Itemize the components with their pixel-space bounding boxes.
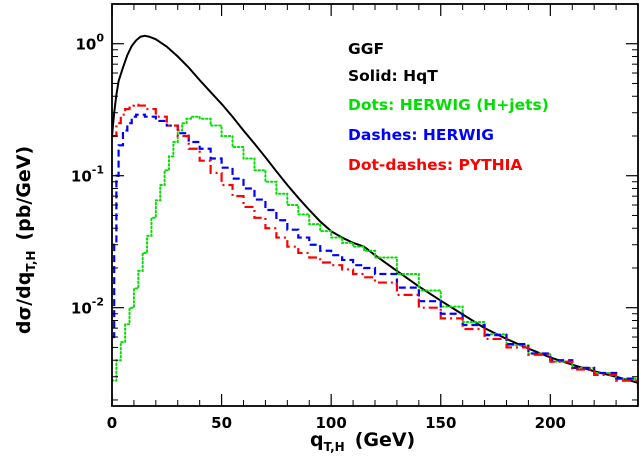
series-line-dashed	[112, 113, 638, 390]
series-line-dashdot	[112, 103, 638, 390]
legend-entry-ggf: GGF	[348, 40, 384, 58]
series-layer	[112, 34, 638, 390]
legend-entry-herwig-hjets: Dots: HERWIG (H+jets)	[348, 96, 549, 114]
series-line-dotted	[112, 115, 638, 386]
x-tick-label: 150	[425, 414, 456, 432]
y-tick-label: 100	[75, 32, 104, 54]
y-tick-label: 10-2	[71, 296, 104, 318]
y-tick-label: 10-1	[71, 164, 104, 186]
x-tick-label: 50	[211, 414, 232, 432]
x-tick-label: 100	[316, 414, 347, 432]
x-axis-label: qT,H (GeV)	[310, 429, 415, 454]
legend: GGF Solid: HqT Dots: HERWIG (H+jets) Das…	[348, 40, 549, 174]
legend-entry-herwig: Dashes: HERWIG	[348, 126, 494, 144]
legend-entry-hqt: Solid: HqT	[348, 67, 438, 85]
series-line-solid	[112, 34, 638, 384]
plot-frame	[111, 3, 639, 407]
ticks-layer: 0 50 100 150 200 100 10-1 10-2	[71, 3, 638, 432]
y-axis-label: dσ/dqT,H(pb/GeV)	[13, 146, 38, 334]
x-tick-label: 200	[535, 414, 566, 432]
x-tick-label: 0	[107, 414, 117, 432]
legend-entry-pythia: Dot-dashes: PYTHIA	[348, 156, 522, 174]
